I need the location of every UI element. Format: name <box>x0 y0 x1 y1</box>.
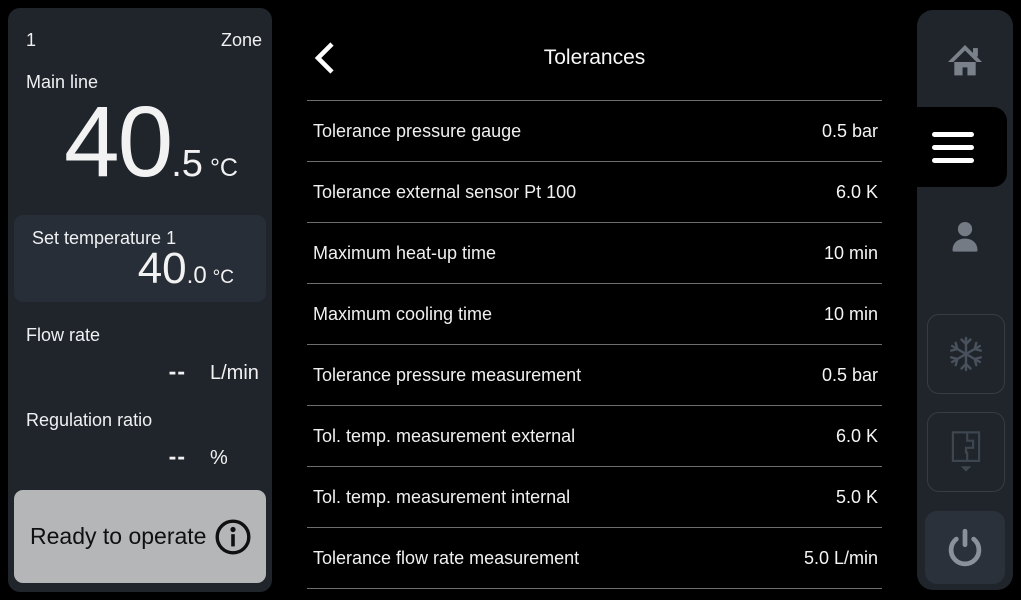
tolerance-row[interactable]: Tolerance flow rate measurement 5.0 L/min <box>307 528 882 589</box>
tolerance-row-label: Maximum cooling time <box>313 303 493 324</box>
tolerance-row-value: 0.5 bar <box>821 364 878 385</box>
back-button[interactable] <box>305 36 345 80</box>
set-temp-unit: °C <box>212 267 234 288</box>
main-line-label: Main line <box>26 72 99 92</box>
tolerance-row-value: 6.0 K <box>835 181 878 202</box>
regulation-ratio-unit: % <box>210 447 228 469</box>
flow-rate-row: -- L/min <box>8 358 268 384</box>
page-title: Tolerances <box>543 46 646 69</box>
mold-icon <box>949 430 983 474</box>
menu-icon <box>931 131 974 163</box>
tolerance-row-label: Tolerance flow rate measurement <box>313 547 580 568</box>
flow-rate-value: -- <box>168 358 186 384</box>
main-temp-unit: °C <box>209 154 238 182</box>
tolerance-row-label: Maximum heat-up time <box>313 242 497 263</box>
tolerance-row[interactable]: Maximum heat-up time 10 min <box>307 223 882 284</box>
zone-header: 1 Zone <box>26 30 262 51</box>
tolerance-row-value: 0.5 bar <box>821 120 878 141</box>
sidebar-item-power[interactable] <box>925 511 1005 584</box>
tolerance-row-label: Tol. temp. measurement internal <box>313 486 571 507</box>
sidebar-item-home[interactable] <box>917 10 1013 107</box>
flow-rate-unit: L/min <box>210 362 259 384</box>
tolerance-row-label: Tolerance pressure gauge <box>313 120 522 141</box>
tolerance-row-label: Tol. temp. measurement external <box>313 425 576 446</box>
set-temp-integer: 40 <box>137 244 187 293</box>
tolerance-row-value: 10 min <box>823 242 878 263</box>
tolerances-list: Tolerance pressure gauge 0.5 bar Tolerance… <box>307 100 882 589</box>
sidebar <box>917 10 1013 590</box>
zone-panel: 1 Zone Main line 40 .5 °C Set temperatur… <box>8 8 272 592</box>
tolerance-row-value: 10 min <box>823 303 878 324</box>
sidebar-item-mold[interactable] <box>927 412 1005 492</box>
status-text: Ready to operate <box>30 523 207 549</box>
main-temp-integer: 40 <box>64 86 173 198</box>
sidebar-item-user[interactable] <box>917 187 1013 282</box>
zone-label: Zone <box>220 30 262 50</box>
status-button[interactable]: Ready to operate <box>14 490 266 583</box>
home-icon <box>945 42 985 76</box>
regulation-ratio-value: -- <box>168 443 186 469</box>
tolerance-row[interactable]: Maximum cooling time 10 min <box>307 284 882 345</box>
flow-rate-label: Flow rate <box>26 325 101 345</box>
tolerance-row[interactable]: Tolerance external sensor Pt 100 6.0 K <box>307 162 882 223</box>
tolerance-row-label: Tolerance pressure measurement <box>313 364 582 385</box>
tolerance-row-value: 5.0 L/min <box>803 547 878 568</box>
main-content: Tolerances Tolerance pressure gauge 0.5 b… <box>272 0 905 600</box>
user-icon <box>946 217 984 253</box>
set-temperature-label: Set temperature 1 <box>32 228 177 248</box>
set-temperature-tile[interactable]: Set temperature 1 40 .0 °C <box>14 215 266 302</box>
set-temp-decimal: .0 <box>186 262 207 289</box>
tolerance-row[interactable]: Tol. temp. measurement external 6.0 K <box>307 406 882 467</box>
tolerance-row-value: 5.0 K <box>835 486 878 507</box>
tolerance-row[interactable]: Tol. temp. measurement internal 5.0 K <box>307 467 882 528</box>
sidebar-item-menu-active[interactable] <box>898 107 1007 187</box>
tolerance-row[interactable]: Tolerance pressure gauge 0.5 bar <box>307 101 882 162</box>
snowflake-icon <box>946 334 986 374</box>
main-temperature-value: 40 .5 °C <box>8 92 238 192</box>
tolerance-row[interactable]: Tolerance pressure measurement 0.5 bar <box>307 345 882 406</box>
set-temperature-value: 40 .0 °C <box>14 247 234 291</box>
main-temp-decimal: .5 <box>171 143 203 185</box>
zone-number: 1 <box>26 30 37 50</box>
tolerance-row-value: 6.0 K <box>835 425 878 446</box>
info-icon <box>214 518 252 556</box>
regulation-ratio-label: Regulation ratio <box>26 410 153 430</box>
regulation-ratio-row: -- % <box>8 443 268 469</box>
power-icon <box>944 527 986 569</box>
tolerance-row-label: Tolerance external sensor Pt 100 <box>313 181 577 202</box>
sidebar-item-cooling[interactable] <box>927 314 1005 394</box>
chevron-left-icon <box>312 40 338 76</box>
